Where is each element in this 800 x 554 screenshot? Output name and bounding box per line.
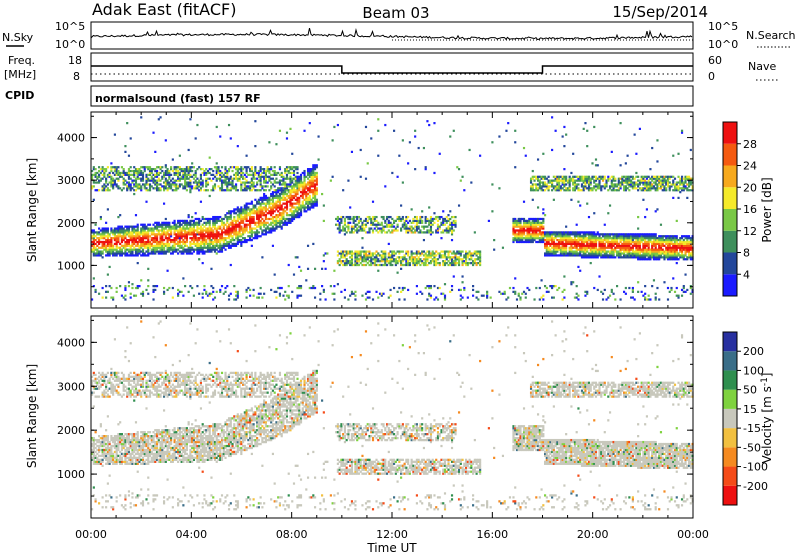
velocity-colorbar-label: Velocity [m s-1]: [760, 373, 774, 464]
y-tick-label: 3000: [57, 380, 85, 393]
colorbar-tick-label: 16: [743, 203, 757, 216]
colorbar-swatch: [723, 370, 737, 390]
x-tick-label: 20:00: [577, 528, 609, 541]
colorbar-tick-label: 8: [743, 247, 750, 260]
colorbar-tick-label: 24: [743, 160, 757, 173]
cpid-text: normalsound (fast) 157 RF: [95, 92, 261, 105]
colorbar-swatch: [723, 428, 737, 448]
nave-label: Nave: [748, 60, 776, 73]
colorbar-tick-label: 15: [743, 403, 757, 416]
y-tick-label: 1000: [57, 259, 85, 272]
noise-left-tick-bottom: 10^0: [55, 38, 85, 51]
x-tick-label: 00:00: [75, 528, 107, 541]
colorbar-tick-label: 12: [743, 225, 757, 238]
freq-tick-top: 18: [68, 54, 82, 67]
colorbar-tick-label: -100: [743, 461, 768, 474]
date-title: 15/Sep/2014: [612, 3, 708, 21]
freq-trace: [91, 65, 693, 74]
freq-label-2: [MHz]: [4, 68, 36, 81]
nave-tick-bottom: 0: [708, 70, 715, 83]
x-tick-label: 00:00: [677, 528, 709, 541]
colorbar-tick-label: 20: [743, 181, 757, 194]
velocity-panel: 4000 3000 2000 1000 Slant Range [km] 200 100…: [25, 315, 774, 519]
y-tick-label: 3000: [57, 174, 85, 187]
velocity-heatmap: [91, 320, 694, 511]
colorbar-swatch: [723, 122, 737, 144]
colorbar-swatch: [723, 209, 737, 231]
power-panel: 4000 3000 2000 1000 Slant Range [km] 28 24 20…: [25, 111, 774, 309]
x-axis-title: Time UT: [366, 541, 417, 554]
colorbar-swatch: [723, 332, 737, 352]
colorbar-tick-label: -200: [743, 480, 768, 493]
colorbar-tick-label: 200: [743, 345, 764, 358]
colorbar-swatch: [723, 187, 737, 209]
noise-right-label: N.Search: [746, 29, 796, 42]
power-colorbar-label: Power [dB]: [760, 177, 774, 242]
colorbar-tick-label: 100: [743, 364, 764, 377]
noise-right-tick-top: 10^5: [708, 20, 738, 33]
colorbar-tick-label: -50: [743, 441, 761, 454]
y-tick-label: 2000: [57, 424, 85, 437]
x-tick-label: 12:00: [376, 528, 408, 541]
colorbar-tick-label: -15: [743, 422, 761, 435]
x-tick-label: 04:00: [175, 528, 207, 541]
x-tick-label: 16:00: [476, 528, 508, 541]
y-tick-label: 2000: [57, 217, 85, 230]
noise-left-label: N.Sky: [2, 31, 34, 44]
freq-label-1: Freq.: [8, 54, 35, 67]
colorbar-swatch: [723, 447, 737, 467]
colorbar-swatch: [723, 143, 737, 166]
freq-panel: Freq. [MHz] 18 8 60 0 Nave: [4, 52, 780, 83]
noise-panel: N.Sky 10^5 10^0 10^5 10^0 N.Search: [2, 20, 796, 51]
beam-title: Beam 03: [362, 4, 429, 22]
power-heatmap: [91, 116, 694, 301]
colorbar-swatch: [723, 351, 737, 371]
y-tick-label: 4000: [57, 336, 85, 349]
freq-tick-bottom: 8: [73, 70, 80, 83]
colorbar-swatch: [723, 165, 737, 188]
colorbar-swatch: [723, 274, 737, 296]
nave-tick-top: 60: [708, 54, 722, 67]
colorbar-tick-label: 28: [743, 138, 757, 151]
cpid-panel: CPID normalsound (fast) 157 RF: [5, 85, 694, 107]
power-ylabel: Slant Range [km]: [25, 158, 39, 262]
colorbar-tick-label: 50: [743, 384, 757, 397]
noise-sky-trace: [90, 27, 693, 46]
cpid-label: CPID: [5, 89, 34, 102]
colorbar-swatch: [723, 252, 737, 275]
station-title: Adak East (fitACF): [92, 0, 236, 19]
colorbar-swatch: [723, 389, 737, 409]
colorbar-tick-label: 4: [743, 268, 750, 281]
y-tick-label: 1000: [57, 468, 85, 481]
velocity-ylabel: Slant Range [km]: [25, 364, 39, 468]
colorbar-swatch: [723, 485, 737, 505]
colorbar-swatch: [723, 230, 737, 253]
colorbar-swatch: [723, 466, 737, 486]
velocity-colorbar: 200 100 50 15 -15 -50 -100 -200: [722, 331, 768, 506]
colorbar-swatch: [723, 408, 737, 429]
noise-right-tick-bottom: 10^0: [708, 38, 738, 51]
y-tick-label: 4000: [57, 132, 85, 145]
power-colorbar: 28 24 20 16 12 8 4: [722, 121, 757, 297]
noise-left-tick-top: 10^5: [55, 20, 85, 33]
x-tick-label: 08:00: [276, 528, 308, 541]
